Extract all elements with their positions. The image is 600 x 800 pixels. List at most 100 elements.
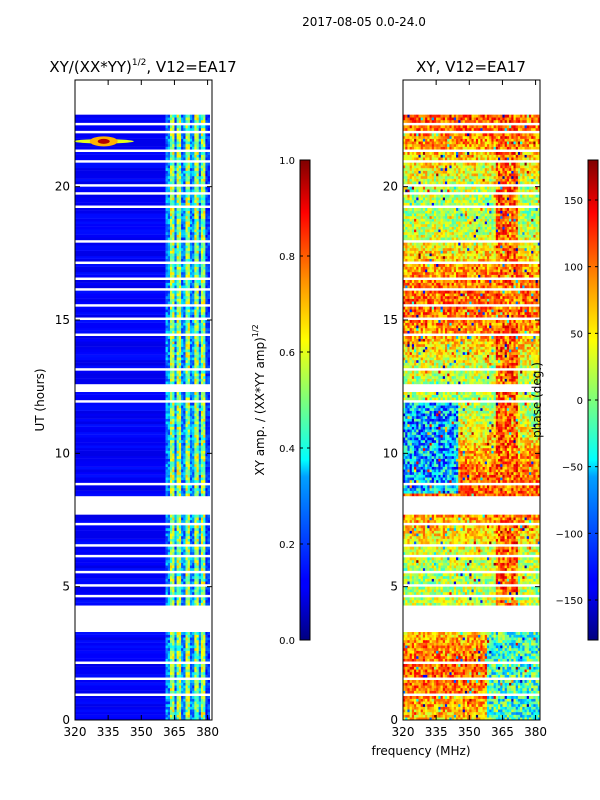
amp-cell: [187, 381, 191, 385]
amp-cell: [185, 256, 188, 259]
amp-cell: [207, 170, 210, 174]
amp-cell: [194, 421, 197, 425]
amp-cell: [203, 528, 206, 531]
amp-cell: [176, 685, 180, 689]
amp-cell: [192, 266, 195, 270]
amp-cell: [185, 640, 188, 643]
phase-cell: [515, 717, 519, 721]
amp-cell: [174, 717, 177, 721]
phase-cell: [480, 690, 483, 694]
amp-cell: [172, 573, 175, 577]
phase-cell: [500, 706, 503, 710]
amp-cell: [205, 258, 208, 262]
amp-cell: [192, 565, 195, 569]
amp-cell: [187, 632, 191, 635]
phase-cell: [473, 698, 477, 702]
amp-cell: [192, 490, 195, 494]
amp-cell: [205, 213, 208, 217]
amp-cell: [183, 282, 186, 286]
amp-cell: [178, 472, 182, 475]
amp-cell: [198, 360, 202, 363]
amp-heatmap-row: [75, 394, 210, 398]
amp-cell: [207, 592, 210, 595]
amp-cell: [176, 634, 180, 638]
amp-cell-bg: [75, 376, 166, 379]
amp-heatmap-row: [75, 517, 210, 521]
amp-cell: [205, 600, 208, 603]
amp-cell: [205, 576, 208, 579]
amp-cell: [207, 309, 210, 313]
phase-cell: [513, 690, 516, 694]
phase-cell: [535, 682, 538, 686]
amp-cell: [174, 442, 177, 446]
amp-cell: [200, 330, 204, 334]
amp-cell: [176, 229, 180, 233]
amp-cell: [205, 656, 208, 659]
amp-cell: [176, 378, 180, 382]
amp-cell: [189, 357, 193, 361]
amp-cell: [187, 234, 191, 238]
phase-cell: [491, 682, 494, 686]
amp-cell: [170, 285, 173, 289]
phase-cell: [464, 674, 468, 678]
amp-cell: [207, 461, 210, 465]
amp-cell: [205, 245, 208, 249]
amp-cell: [174, 698, 177, 702]
phase-cell: [511, 680, 514, 683]
amp-cell: [183, 312, 186, 315]
amp-cell: [196, 280, 199, 283]
phase-cell: [500, 688, 503, 691]
amp-cell: [170, 466, 173, 470]
amp-cell: [187, 568, 191, 571]
amp-cell: [165, 517, 169, 521]
amp-cell: [172, 434, 175, 438]
amp-cell: [181, 370, 184, 374]
amp-cell: [178, 474, 182, 478]
amp-cell: [176, 128, 180, 131]
amp-cell: [187, 682, 191, 686]
amp-heatmap-row: [75, 490, 210, 494]
amp-cell: [196, 360, 199, 363]
amp-cell: [203, 234, 206, 238]
amp-cell: [192, 549, 195, 553]
phase-cell: [471, 709, 474, 713]
amp-cell: [172, 469, 175, 473]
phase-cell: [414, 704, 417, 707]
amp-cell: [178, 488, 182, 491]
amp-cell: [167, 434, 171, 438]
amp-cell: [172, 314, 175, 318]
phase-cell: [469, 714, 472, 718]
amp-cell: [178, 458, 182, 462]
amp-cell: [176, 514, 180, 518]
phase-cell: [453, 690, 457, 694]
amp-heatmap-row: [75, 381, 210, 385]
phase-cell: [444, 712, 448, 715]
amp-cell: [183, 146, 186, 150]
amp-cell: [181, 144, 184, 147]
amp-cell: [172, 456, 175, 459]
amp-cell: [203, 525, 206, 529]
amp-cell: [165, 146, 169, 150]
amp-cell: [207, 656, 210, 659]
amp-cell: [203, 549, 206, 553]
amp-cell: [198, 208, 202, 211]
amp-cell: [183, 208, 186, 211]
amp-cell: [165, 437, 169, 441]
amp-cell: [198, 381, 202, 385]
amp-heatmap-row: [75, 714, 210, 718]
amp-cell: [194, 520, 197, 523]
amp-cell: [172, 648, 175, 651]
amp-cell: [165, 485, 169, 489]
amp-cell: [165, 552, 169, 555]
figure-title: 2017-08-05 0.0-24.0: [302, 15, 426, 29]
amp-cell: [196, 392, 199, 395]
amp-cell: [172, 432, 175, 435]
amp-cell: [174, 336, 177, 339]
amp-cell: [165, 413, 169, 417]
phase-cell: [405, 672, 408, 675]
amp-cell: [165, 440, 169, 443]
amp-cell: [196, 253, 199, 257]
amp-cell: [194, 210, 197, 214]
amp-cell: [165, 322, 169, 326]
amp-cell: [183, 328, 186, 331]
